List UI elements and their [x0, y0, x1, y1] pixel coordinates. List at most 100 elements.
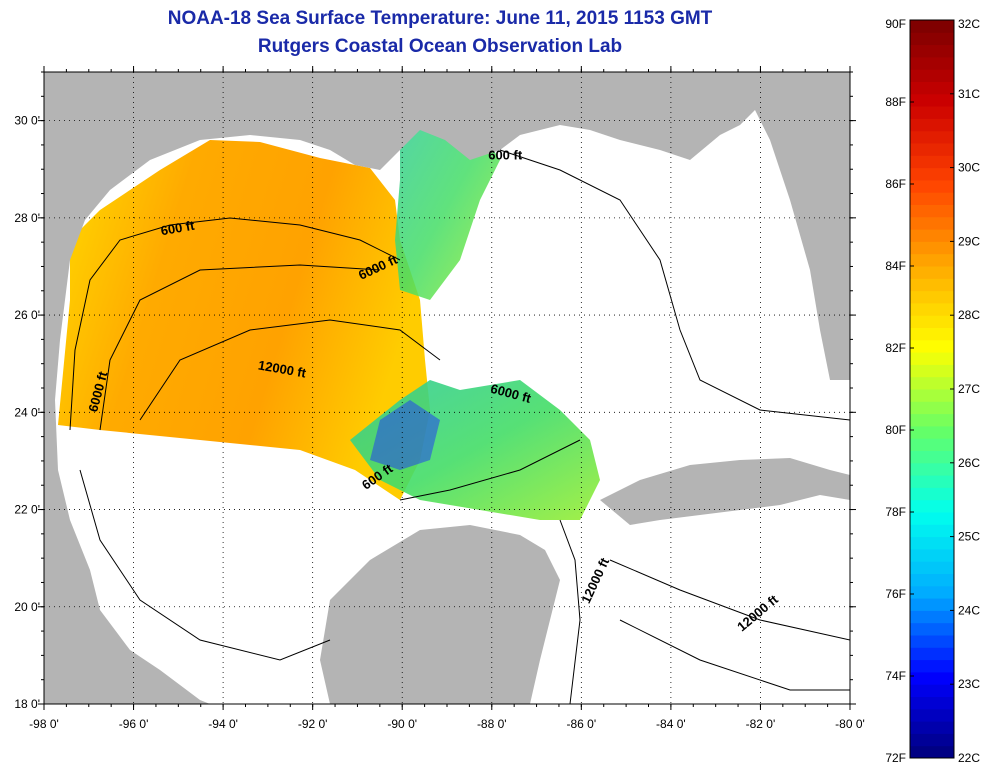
- colorbar-swatch: [910, 229, 954, 242]
- lon-tick-label: -94 0': [208, 717, 238, 731]
- lon-tick-label: -92 0': [298, 717, 328, 731]
- colorbar-swatch: [910, 216, 954, 230]
- colorbar-swatch: [910, 44, 954, 58]
- colorbar-f-label: 78F: [885, 505, 906, 519]
- colorbar-f-label: 74F: [885, 669, 906, 683]
- colorbar-swatch: [910, 635, 954, 648]
- colorbar-swatch: [910, 585, 954, 599]
- colorbar-swatch: [910, 512, 954, 525]
- colorbar-swatch: [910, 327, 954, 341]
- lat-tick-label: 22 0': [14, 503, 40, 517]
- lat-tick-label: 26 0': [14, 308, 40, 322]
- colorbar-swatch: [910, 548, 954, 562]
- sst-data-west: [58, 140, 430, 500]
- colorbar-swatch: [910, 610, 954, 624]
- colorbar-swatch: [910, 69, 954, 82]
- lon-tick-label: -86 0': [567, 717, 597, 731]
- lat-tick-label: 28 0': [14, 211, 40, 225]
- colorbar-swatch: [910, 671, 954, 685]
- colorbar-f-label: 80F: [885, 423, 906, 437]
- colorbar-swatch: [910, 130, 954, 144]
- colorbar-swatch: [910, 339, 954, 353]
- axis-ticks: -98 0' -96 0' -94 0' -92 0' -90 0' -88 0' -86 …: [14, 66, 865, 731]
- colorbar-swatch: [910, 450, 954, 464]
- colorbar-swatch: [910, 241, 954, 255]
- colorbar-swatches: [910, 20, 954, 759]
- colorbar-swatch: [910, 376, 954, 390]
- colorbar-f-label: 90F: [885, 17, 906, 31]
- colorbar-swatch: [910, 389, 954, 402]
- land-us-florida: [44, 72, 850, 704]
- colorbar-swatch: [910, 204, 954, 218]
- colorbar-swatch: [910, 733, 954, 747]
- lon-tick-label: -80 0': [835, 717, 865, 731]
- colorbar-f-label: 84F: [885, 259, 906, 273]
- land-yucatan: [320, 525, 560, 704]
- colorbar-swatch: [910, 106, 954, 119]
- colorbar-c-label: 22C: [958, 751, 980, 765]
- colorbar-swatch: [910, 462, 954, 476]
- colorbar-swatch: [910, 647, 954, 661]
- colorbar-c-label: 31C: [958, 87, 980, 101]
- colorbar-f-label: 76F: [885, 587, 906, 601]
- colorbar-swatch: [910, 573, 954, 587]
- colorbar-c-label: 30C: [958, 161, 980, 175]
- contour-label: 600 ft: [160, 218, 197, 239]
- colorbar-f-label: 82F: [885, 341, 906, 355]
- colorbar-swatch: [910, 20, 954, 33]
- colorbar-c-label: 32C: [958, 17, 980, 31]
- colorbar-swatch: [910, 401, 954, 415]
- colorbar-swatch: [910, 622, 954, 636]
- colorbar-swatch: [910, 253, 954, 267]
- colorbar-f-label: 72F: [885, 751, 906, 765]
- colorbar-swatch: [910, 684, 954, 697]
- colorbar-swatch: [910, 143, 954, 156]
- colorbar-swatch: [910, 659, 954, 673]
- colorbar-swatch: [910, 475, 954, 488]
- colorbar-swatch: [910, 561, 954, 574]
- colorbar-c-label: 24C: [958, 603, 980, 617]
- lon-tick-label: -90 0': [387, 717, 417, 731]
- colorbar-swatch: [910, 352, 954, 365]
- colorbar-swatch: [910, 745, 954, 759]
- bathymetry-contours: [69, 149, 850, 704]
- colorbar-labels: 72F 74F 76F 78F 80F 82F 84F 86F 88F 90F 22C 23C 24C 2…: [885, 17, 980, 765]
- colorbar-swatch: [910, 290, 954, 304]
- colorbar-f-label: 86F: [885, 177, 906, 191]
- colorbar-swatch: [910, 118, 954, 132]
- lat-tick-label: 30 0': [14, 114, 40, 128]
- map-subtitle: Rutgers Coastal Ocean Observation Lab: [257, 36, 623, 57]
- lon-tick-label: -98 0': [29, 717, 59, 731]
- map-title: NOAA-18 Sea Surface Temperature: June 11…: [167, 8, 713, 29]
- lon-tick-label: -96 0': [119, 717, 149, 731]
- colorbar-c-label: 29C: [958, 234, 980, 248]
- colorbar-swatch: [910, 278, 954, 292]
- lon-tick-label: -88 0': [477, 717, 507, 731]
- colorbar-swatch: [910, 32, 954, 46]
- colorbar-swatch: [910, 721, 954, 734]
- colorbar-swatch: [910, 155, 954, 169]
- colorbar-c-label: 27C: [958, 382, 980, 396]
- colorbar-swatch: [910, 536, 954, 550]
- colorbar-c-label: 23C: [958, 677, 980, 691]
- colorbar-swatch: [910, 708, 954, 722]
- colorbar-swatch: [910, 93, 954, 107]
- contour-label: 600 ft: [488, 148, 523, 163]
- lat-tick-label: 24 0': [14, 405, 40, 419]
- colorbar-c-label: 25C: [958, 530, 980, 544]
- colorbar-swatch: [910, 315, 954, 328]
- colorbar-swatch: [910, 192, 954, 205]
- colorbar-swatch: [910, 167, 954, 181]
- colorbar-swatch: [910, 524, 954, 538]
- colorbar-swatch: [910, 56, 954, 70]
- colorbar-f-label: 88F: [885, 95, 906, 109]
- lat-tick-label: 20 0': [14, 600, 40, 614]
- lat-tick-label: 18 0': [14, 697, 40, 711]
- colorbar-swatch: [910, 499, 954, 513]
- colorbar-swatch: [910, 598, 954, 611]
- colorbar-swatch: [910, 179, 954, 193]
- colorbar-swatch: [910, 413, 954, 427]
- colorbar-c-label: 26C: [958, 456, 980, 470]
